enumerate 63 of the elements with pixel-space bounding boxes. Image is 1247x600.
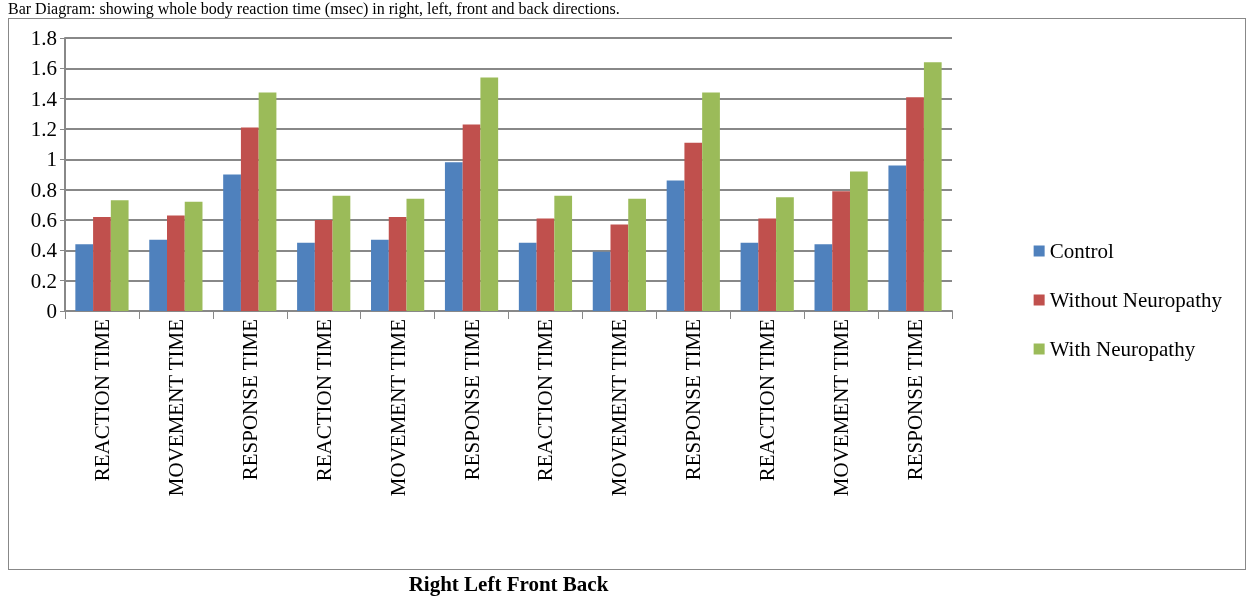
bar	[75, 244, 94, 311]
y-tick-label: 1.4	[30, 86, 58, 111]
bar	[518, 242, 537, 311]
y-tick-label: 0	[46, 299, 57, 323]
x-tick-label: MOVEMENT TIME	[607, 319, 632, 497]
x-tick-label: RESPONSE TIME	[459, 319, 484, 481]
x-axis-title: Right Left Front Back	[408, 571, 609, 596]
bar	[684, 142, 703, 311]
bar	[776, 197, 794, 311]
bar	[223, 174, 241, 311]
x-tick-label: RESPONSE TIME	[681, 319, 706, 481]
x-tick-label: RESPONSE TIME	[237, 319, 262, 481]
y-tick-label: 0.2	[30, 268, 57, 293]
bar	[628, 198, 646, 311]
bar	[332, 195, 351, 311]
y-tick-label: 0.8	[30, 177, 57, 202]
bar	[740, 242, 759, 311]
bar	[184, 201, 203, 311]
legend-label: With Neuropathy	[1049, 337, 1196, 361]
y-tick-label: 1.6	[30, 56, 57, 81]
bar	[371, 239, 389, 311]
x-tick-label: REACTION TIME	[311, 319, 336, 482]
bar	[297, 242, 315, 311]
bar	[592, 251, 611, 311]
x-tick-label: MOVEMENT TIME	[385, 319, 410, 497]
x-tick-label: MOVEMENT TIME	[163, 319, 188, 497]
x-tick-label: REACTION TIME	[533, 319, 558, 482]
bar	[462, 124, 481, 311]
bar	[906, 97, 924, 311]
bar	[314, 220, 333, 311]
bar	[702, 92, 720, 311]
bar	[758, 218, 777, 311]
legend-label: Without Neuropathy	[1049, 288, 1223, 312]
bar	[850, 171, 868, 311]
bar	[610, 224, 629, 311]
x-tick-label: RESPONSE TIME	[903, 319, 928, 481]
chart-title: Bar Diagram: showing whole body reaction time (msec) in right, left, front and back directions.	[8, 0, 620, 18]
bar	[149, 239, 168, 311]
bar	[110, 200, 129, 311]
bar	[666, 180, 685, 311]
bar	[258, 92, 277, 311]
bar	[814, 244, 833, 311]
y-tick-label: 1.2	[30, 117, 57, 141]
y-tick-label: 1	[46, 147, 57, 172]
bar	[923, 62, 942, 311]
x-tick-label: REACTION TIME	[755, 319, 780, 482]
bar	[832, 191, 850, 311]
x-tick-label: MOVEMENT TIME	[829, 319, 854, 497]
bar	[444, 162, 463, 311]
bar	[554, 195, 573, 311]
bar	[406, 198, 425, 311]
bar	[888, 165, 907, 311]
x-tick-label: REACTION TIME	[89, 319, 114, 482]
bar	[480, 77, 499, 311]
y-tick-label: 0.4	[30, 238, 58, 263]
bar	[93, 216, 111, 311]
bar	[240, 127, 259, 311]
bar	[388, 216, 407, 311]
y-tick-label: 0.6	[30, 208, 57, 232]
legend-label: Control	[1049, 239, 1114, 263]
bar	[167, 215, 185, 311]
bar	[536, 218, 555, 311]
y-tick-label: 1.8	[30, 26, 57, 50]
